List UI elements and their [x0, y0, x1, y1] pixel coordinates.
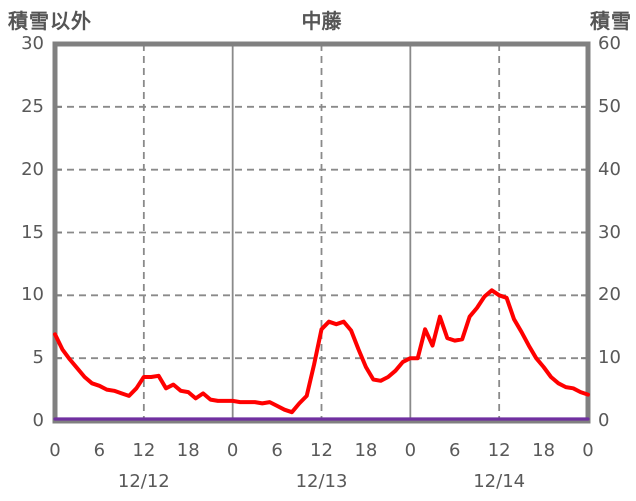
right-axis-tick-label: 40 [598, 158, 621, 180]
x-axis-date-label: 12/12 [117, 471, 170, 492]
x-axis-hour-label: 6 [93, 440, 106, 461]
x-axis-hour-label: 12 [310, 440, 333, 461]
x-axis-hour-label: 12 [132, 440, 156, 461]
x-axis-hour-label: 0 [582, 440, 594, 461]
left-axis-title: 積雪以外 [8, 9, 92, 33]
x-axis-date-label: 12/13 [295, 471, 348, 492]
x-axis-hour-label: 18 [176, 440, 200, 461]
x-axis-hour-label: 18 [532, 440, 556, 461]
right-axis-tick-label: 0 [598, 410, 610, 431]
x-axis-hour-label: 0 [49, 440, 61, 461]
right-axis-title: 積雪 [590, 9, 632, 33]
right-axis-tick-label: 20 [598, 284, 621, 306]
series-line-non-snow [53, 288, 590, 415]
right-axis-tick-label: 60 [598, 33, 621, 54]
left-axis-tick-label: 20 [21, 158, 44, 180]
x-axis-hour-label: 12 [487, 440, 511, 461]
left-axis-tick-label: 5 [32, 347, 44, 369]
left-axis-tick-label: 30 [21, 33, 44, 54]
left-axis-tick-label: 25 [21, 95, 44, 117]
x-axis-hour-label: 6 [449, 440, 461, 461]
x-axis-date-label: 12/14 [473, 471, 526, 492]
chart-title: 中藤 [301, 9, 342, 33]
left-axis-tick-label: 10 [21, 284, 44, 306]
x-axis-hour-label: 18 [354, 440, 378, 461]
left-axis-tick-label: 0 [32, 410, 44, 431]
x-axis-hour-label: 0 [226, 440, 239, 461]
right-axis-tick-label: 10 [598, 347, 621, 369]
left-axis-tick-label: 15 [21, 221, 44, 243]
right-axis-tick-label: 50 [598, 95, 621, 117]
x-axis-hour-label: 6 [271, 440, 283, 461]
x-axis-hour-label: 0 [404, 440, 417, 461]
right-axis-tick-label: 30 [598, 221, 621, 243]
